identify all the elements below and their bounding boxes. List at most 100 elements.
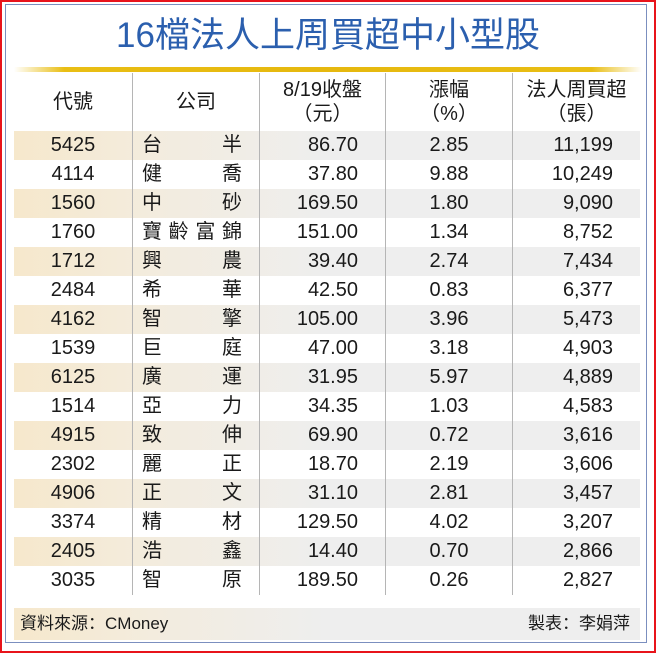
cell-close: 129.50 [296,511,358,533]
cell-company: 麗正 [142,453,242,475]
table-row: 1712 興農 39.40 2.74 7,434 [14,247,640,276]
cell-close: 86.70 [307,134,358,156]
cell-code: 4162 [50,308,96,330]
table-row: 2484 希華 42.50 0.83 6,377 [14,276,640,305]
cell-code: 5425 [50,134,96,156]
table-row: 4915 致伸 69.90 0.72 3,616 [14,421,640,450]
header-close: 8/19收盤 （元） [260,73,385,131]
header-change: 漲幅 （%） [386,73,512,131]
table-footer: 資料來源：CMoney 製表：李娟萍 [14,608,640,640]
cell-code: 3035 [50,569,96,591]
data-source: 資料來源：CMoney [20,614,169,633]
title-underline [14,67,642,72]
cell-company: 智擎 [142,308,242,330]
cell-code: 1760 [50,221,96,243]
header-change-unit: （%） [420,103,478,125]
cell-net-buy: 3,616 [562,424,613,446]
cell-change: 0.26 [429,569,469,591]
cell-company: 巨庭 [142,337,242,359]
cell-company: 智原 [142,569,242,591]
table-row: 2405 浩鑫 14.40 0.70 2,866 [14,537,640,566]
cell-change: 9.88 [429,163,469,185]
cell-company: 中砂 [142,192,242,214]
cell-code: 3374 [50,511,96,533]
cell-net-buy: 11,199 [553,134,613,156]
header-company-label: 公司 [176,91,216,113]
table-author: 製表：李娟萍 [528,614,630,633]
cell-company: 健喬 [142,163,242,185]
cell-change: 2.85 [429,134,469,156]
cell-net-buy: 6,377 [562,279,613,301]
cell-change: 3.18 [429,337,469,359]
cell-change: 0.72 [429,424,469,446]
cell-close: 31.95 [307,366,358,388]
table-row: 1514 亞力 34.35 1.03 4,583 [14,392,640,421]
cell-change: 0.83 [429,279,469,301]
table-header: 代號 公司 8/19收盤 （元） 漲幅 （%） 法人周買超 （張） [14,73,640,131]
cell-close: 18.70 [307,453,358,475]
cell-code: 1514 [50,395,96,417]
header-net-buy-label: 法人周買超 [526,79,627,101]
cell-company: 台半 [142,134,242,156]
cell-close: 37.80 [307,163,358,185]
cell-close: 39.40 [307,250,358,272]
cell-company: 興農 [142,250,242,272]
header-net-buy: 法人周買超 （張） [513,73,640,131]
cell-net-buy: 9,090 [562,192,613,214]
cell-change: 1.80 [429,192,469,214]
table-row: 5425 台半 86.70 2.85 11,199 [14,131,640,160]
column-divider [132,73,133,595]
cell-company: 浩鑫 [142,540,242,562]
cell-close: 34.35 [307,395,358,417]
cell-change: 2.19 [429,453,469,475]
cell-change: 1.34 [429,221,469,243]
table-row: 2302 麗正 18.70 2.19 3,606 [14,450,640,479]
cell-code: 2484 [50,279,96,301]
cell-net-buy: 2,866 [562,540,613,562]
cell-close: 105.00 [296,308,358,330]
cell-company: 正文 [142,482,242,504]
cell-net-buy: 3,606 [562,453,613,475]
header-close-label: 8/19收盤 [283,79,362,101]
cell-close: 14.40 [307,540,358,562]
cell-net-buy: 4,889 [562,366,613,388]
cell-company: 精材 [142,511,242,533]
cell-company: 寶齡富錦 [142,221,242,243]
table-row: 6125 廣運 31.95 5.97 4,889 [14,363,640,392]
cell-company: 希華 [142,279,242,301]
cell-code: 1560 [50,192,96,214]
column-divider [385,73,386,595]
cell-company: 亞力 [142,395,242,417]
cell-company: 致伸 [142,424,242,446]
header-code-label: 代號 [53,91,93,113]
cell-net-buy: 10,249 [551,163,613,185]
cell-code: 2405 [50,540,96,562]
table-row: 1539 巨庭 47.00 3.18 4,903 [14,334,640,363]
cell-close: 42.50 [307,279,358,301]
cell-close: 169.50 [296,192,358,214]
cell-code: 4114 [51,163,95,185]
cell-close: 151.00 [296,221,358,243]
table-row: 1760 寶齡富錦 151.00 1.34 8,752 [14,218,640,247]
table-row: 3035 智原 189.50 0.26 2,827 [14,566,640,595]
cell-close: 69.90 [307,424,358,446]
table-row: 3374 精材 129.50 4.02 3,207 [14,508,640,537]
cell-code: 1712 [50,250,96,272]
cell-change: 3.96 [429,308,469,330]
cell-close: 189.50 [296,569,358,591]
cell-code: 6125 [50,366,96,388]
cell-code: 4906 [50,482,96,504]
cell-net-buy: 5,473 [562,308,613,330]
cell-net-buy: 3,457 [562,482,613,504]
header-close-unit: （元） [292,103,353,125]
cell-net-buy: 3,207 [562,511,613,533]
table-row: 1560 中砂 169.50 1.80 9,090 [14,189,640,218]
table-row: 4162 智擎 105.00 3.96 5,473 [14,305,640,334]
cell-net-buy: 4,583 [562,395,613,417]
cell-net-buy: 4,903 [562,337,613,359]
cell-change: 1.03 [429,395,469,417]
cell-net-buy: 8,752 [562,221,613,243]
table-row: 4114 健喬 37.80 9.88 10,249 [14,160,640,189]
cell-change: 2.74 [429,250,469,272]
cell-close: 47.00 [307,337,358,359]
